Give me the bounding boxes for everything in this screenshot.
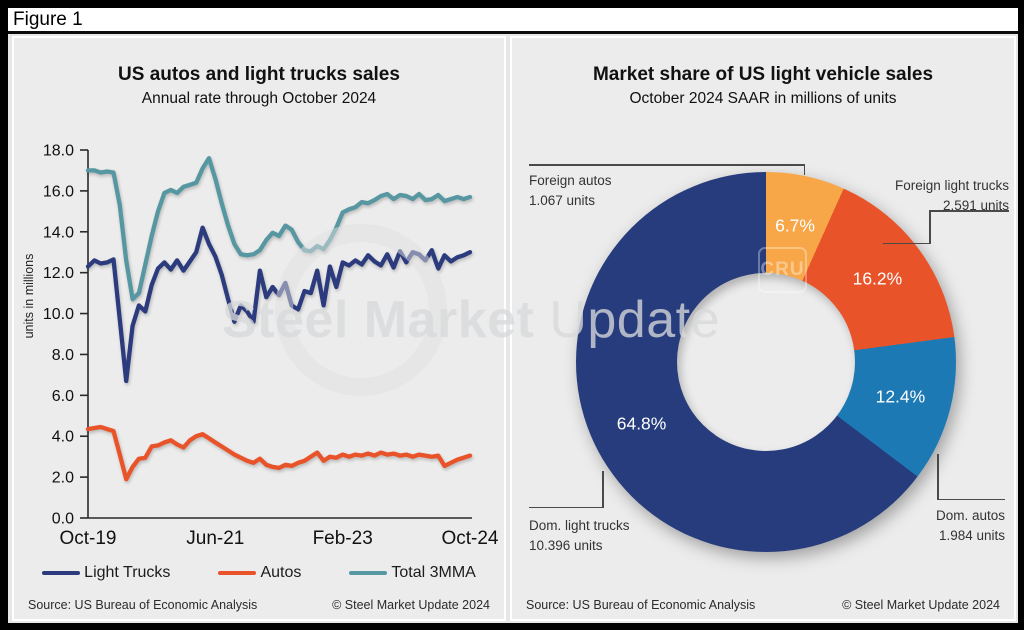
- callout-line-dom-light-trucks: [602, 471, 604, 508]
- callout-foreign-autos: Foreign autos 1.067 units: [529, 173, 612, 209]
- callout-line2-dom-autos: [937, 498, 1005, 500]
- source-note: Source: US Bureau of Economic Analysis: [28, 598, 258, 612]
- legend-swatch-autos: [218, 570, 257, 576]
- svg-text:8.0: 8.0: [52, 347, 74, 364]
- donut-chart-footer: Source: US Bureau of Economic Analysis ©…: [526, 598, 1000, 612]
- legend-swatch-light-trucks: [42, 570, 81, 576]
- svg-text:18.0: 18.0: [43, 143, 74, 160]
- donut-chart-panel: Market share of US light vehicle sales O…: [512, 38, 1014, 619]
- line-chart-title: US autos and light trucks sales: [118, 64, 400, 85]
- y-axis-title: units in millions: [22, 253, 36, 339]
- copyright-note: © Steel Market Update 2024: [842, 598, 1000, 612]
- svg-text:Feb-23: Feb-23: [313, 528, 373, 549]
- legend-item-total-3mma: Total 3MMA: [349, 564, 476, 582]
- legend-item-light-trucks: Light Trucks: [42, 564, 170, 582]
- legend-item-autos: Autos: [218, 564, 301, 582]
- donut-pct-label-foreign-autos: 6.7%: [775, 215, 815, 236]
- svg-text:2.0: 2.0: [52, 470, 74, 487]
- figure-label: Figure 1: [13, 9, 83, 30]
- svg-text:10.0: 10.0: [43, 306, 74, 323]
- svg-text:Oct-19: Oct-19: [59, 528, 116, 549]
- svg-text:Oct-24: Oct-24: [441, 528, 498, 549]
- line-chart-panel: US autos and light trucks sales Annual r…: [14, 38, 504, 619]
- legend-label-total-3mma: Total 3MMA: [391, 564, 476, 581]
- callout-tick-foreign-light-trucks: [883, 242, 929, 244]
- legend-label-autos: Autos: [260, 564, 302, 581]
- donut-pct-label-dom-light-trucks: 64.8%: [616, 413, 667, 434]
- donut-chart-title: Market share of US light vehicle sales: [592, 64, 934, 85]
- content-area: US autos and light trucks sales Annual r…: [8, 34, 1018, 623]
- figure-label-bar: Figure 1: [8, 8, 1018, 31]
- callout-line2-foreign-light-trucks: [929, 210, 931, 244]
- figure-rule: [8, 31, 1018, 34]
- line-chart-footer: Source: US Bureau of Economic Analysis ©…: [28, 598, 490, 612]
- svg-text:12.0: 12.0: [43, 265, 74, 282]
- callout-line-foreign-autos: [529, 164, 805, 166]
- line-chart: 0.0 2.0 4.0 6.0 8.0 10.0 12.0 14.0 16.0 18.0 Oct-1…: [43, 143, 499, 550]
- svg-text:Jun-21: Jun-21: [186, 528, 244, 549]
- callout-dom-autos: Dom. autos 1.984 units: [935, 508, 1005, 544]
- callout-line-dom-autos: [937, 454, 939, 500]
- donut-hole: [677, 273, 855, 451]
- donut-chart-subtitle: October 2024 SAAR in millions of units: [629, 90, 897, 107]
- callout-line-foreign-light-trucks: [929, 210, 1009, 212]
- donut-pct-label-foreign-light-trucks: 16.2%: [852, 268, 903, 289]
- svg-text:6.0: 6.0: [52, 388, 74, 405]
- svg-text:0.0: 0.0: [52, 511, 74, 528]
- legend-label-light-trucks: Light Trucks: [84, 564, 171, 581]
- legend-swatch-total-3mma: [349, 570, 388, 576]
- callout-line2-dom-light-trucks: [529, 506, 604, 508]
- callout-dom-light-trucks: Dom. light trucks 10.396 units: [529, 518, 630, 554]
- callout-foreign-light-trucks: Foreign light trucks 2.591 units: [894, 178, 1009, 214]
- copyright-note: © Steel Market Update 2024: [332, 598, 490, 612]
- line-chart-legend: Light Trucks Autos Total 3MMA: [14, 564, 504, 582]
- donut-pct-label-dom-autos: 12.4%: [875, 386, 926, 407]
- svg-text:4.0: 4.0: [52, 429, 74, 446]
- line-chart-subtitle: Annual rate through October 2024: [141, 90, 377, 107]
- svg-text:14.0: 14.0: [43, 224, 74, 241]
- callout-tick-foreign-autos: [803, 164, 805, 175]
- source-note: Source: US Bureau of Economic Analysis: [526, 598, 756, 612]
- svg-text:16.0: 16.0: [43, 183, 74, 200]
